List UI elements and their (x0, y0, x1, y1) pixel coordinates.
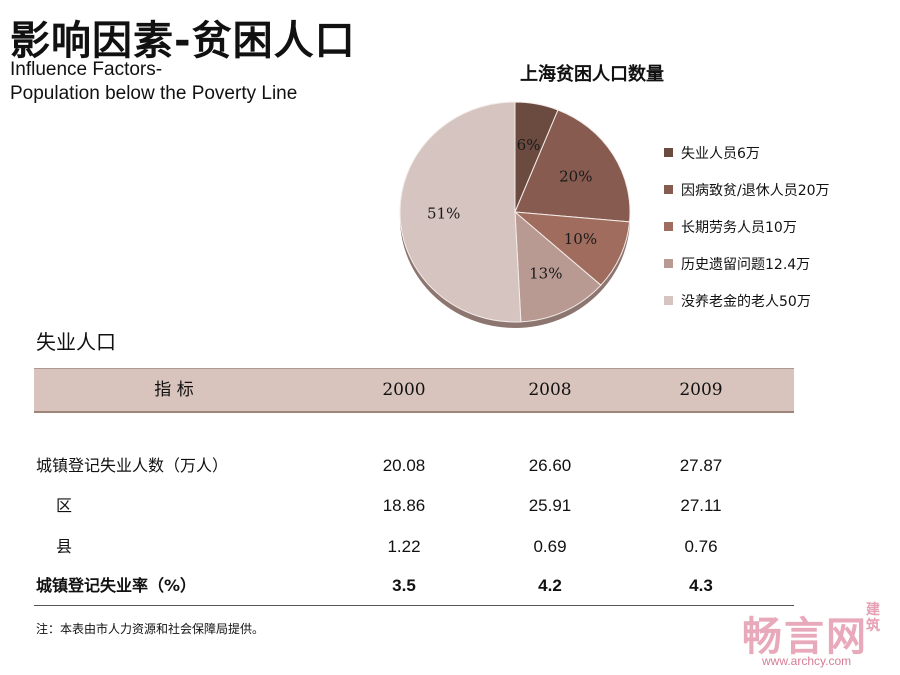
pie-slice (513, 211, 631, 286)
pie-slice-label: 10% (564, 230, 597, 248)
pie-slice-label: 13% (529, 264, 562, 282)
pie-chart: 6% 20% 10%13% 51% (399, 101, 631, 328)
legend-item: 长期劳务人员10万 (664, 208, 830, 245)
pie-chart-title: 上海贫困人口数量 (520, 64, 664, 85)
watermark-side-text: 建筑 (866, 602, 880, 634)
row-value: 1.22 (387, 537, 421, 556)
watermark-logo: 畅言网 (742, 614, 868, 660)
legend-swatch (664, 296, 673, 305)
row-value: 18.86 (382, 496, 426, 515)
header-2000: 2000 (382, 380, 426, 400)
table-bottom-rule (34, 605, 794, 606)
row-value: 4.3 (689, 576, 713, 595)
table-note: 注：本表由市人力资源和社会保障局提供。 (36, 622, 265, 636)
legend-label: 长期劳务人员10万 (681, 219, 797, 236)
legend-item: 因病致贫/退休人员20万 (664, 171, 830, 208)
pie-slice-label: 20% (559, 167, 592, 185)
pie-slice-label: 51% (427, 205, 460, 223)
table-header: 指 标 2000 2008 2009 (34, 368, 794, 413)
pie-legend: 失业人员6万因病致贫/退休人员20万 长期劳务人员10万 历史遗留问题12.4万 没养… (664, 134, 830, 319)
legend-item: 失业人员6万 (664, 134, 830, 171)
subtitle-line-2: Population below the Poverty Line (10, 83, 298, 104)
table-row: 区 18.86 25.91 27.11 (34, 486, 794, 526)
row-value: 0.76 (684, 537, 718, 556)
legend-item: 历史遗留问题12.4万 (664, 245, 830, 282)
row-value: 26.60 (528, 456, 572, 475)
table-row: 城镇登记失业率（%） 3.5 4.2 4.3 (34, 566, 794, 606)
row-label: 城镇登记失业率（%） (36, 576, 197, 595)
legend-swatch (664, 185, 673, 194)
row-value: 27.11 (680, 496, 722, 515)
legend-label: 没养老金的老人50万 (681, 293, 811, 310)
pie-slice (514, 109, 631, 223)
header-2009: 2009 (679, 380, 723, 400)
row-value: 4.2 (538, 576, 562, 595)
row-value: 25.91 (528, 496, 572, 515)
table-row: 城镇登记失业人数（万人） 20.08 26.60 27.87 (34, 446, 794, 486)
section-title: 失业人口 (36, 330, 116, 354)
legend-swatch (664, 259, 673, 268)
legend-label: 失业人员6万 (681, 145, 760, 162)
pie-slice (399, 101, 522, 323)
legend-item: 没养老金的老人50万 (664, 282, 830, 319)
row-label: 区 (56, 496, 73, 515)
row-value: 3.5 (392, 576, 416, 595)
header-indicator: 指 标 (154, 380, 194, 400)
row-label: 城镇登记失业人数（万人） (36, 456, 229, 475)
row-value: 20.08 (382, 456, 426, 475)
row-value: 27.87 (679, 456, 723, 475)
legend-label: 因病致贫/退休人员20万 (681, 182, 830, 199)
legend-label: 历史遗留问题12.4万 (681, 256, 811, 273)
row-value: 0.69 (533, 537, 567, 556)
legend-swatch (664, 148, 673, 157)
row-label: 县 (56, 537, 73, 556)
pie-slice (514, 210, 602, 323)
subtitle-line-1: Influence Factors- (10, 59, 163, 80)
watermark-url: www.archcy.com (762, 654, 852, 668)
legend-swatch (664, 222, 673, 231)
header-2008: 2008 (528, 380, 572, 400)
pie-slice-label: 6% (517, 136, 541, 154)
page-title: 影响因素-贫困人口 (10, 18, 356, 64)
table-row: 县 1.22 0.69 0.76 (34, 527, 794, 567)
page-subtitle: Influence Factors- Population below the … (10, 58, 297, 106)
